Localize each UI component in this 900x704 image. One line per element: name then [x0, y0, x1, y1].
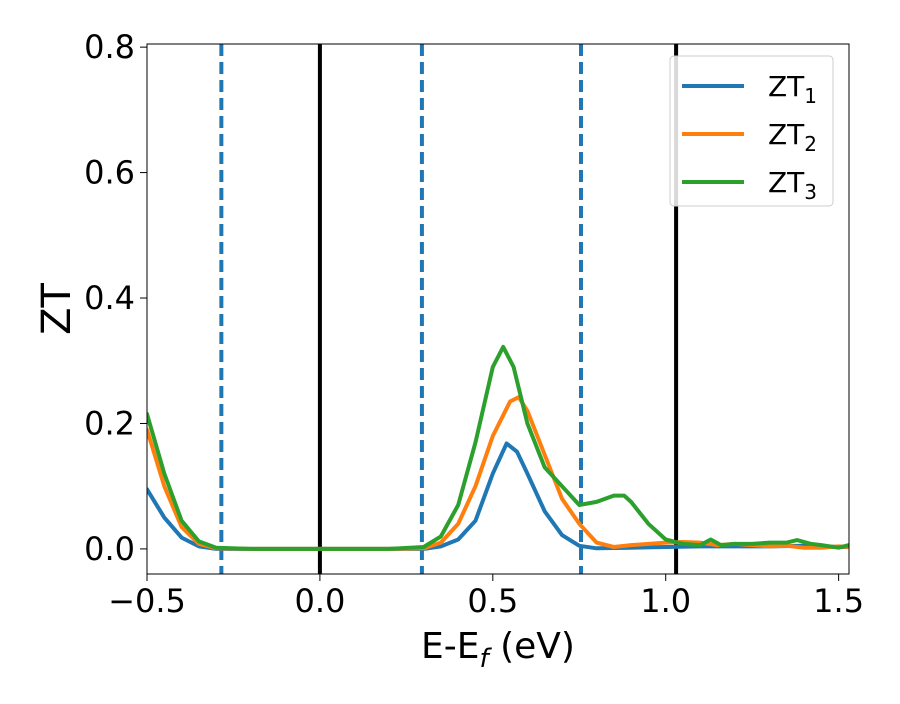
legend-box: [669, 55, 834, 207]
x-tick-label: 0.5: [467, 582, 518, 620]
y-tick-label: 0.0: [84, 530, 135, 568]
x-axis-label: E-Ef (eV): [421, 626, 575, 674]
series-line-zt2: [147, 395, 849, 551]
x-axis-label-unit: (eV): [489, 626, 575, 667]
legend-label-zt1: ZT1: [768, 70, 817, 108]
ticks-layer: −0.5 0.0 0.5 1.0 1.5 0.0 0.2 0.4 0.6 0.8: [84, 28, 864, 620]
x-tick-label: −0.5: [108, 582, 186, 620]
legend-label-text: ZT: [768, 118, 805, 151]
legend-label-zt3: ZT3: [768, 166, 817, 204]
series-line-zt3: [147, 344, 849, 551]
legend-label-subscript: 2: [804, 132, 817, 156]
y-tick-label: 0.2: [84, 404, 135, 442]
legend-label-text: ZT: [768, 70, 805, 103]
legend-label-subscript: 3: [804, 180, 817, 204]
x-tick-label: 1.0: [640, 582, 691, 620]
y-tick-label: 0.4: [84, 279, 135, 317]
y-tick-label: 0.8: [84, 28, 135, 66]
plot-frame: [146, 43, 850, 575]
y-axis-label: ZT: [34, 283, 80, 335]
y-tick-label: 0.6: [84, 154, 135, 192]
legend-label-subscript: 1: [804, 84, 817, 108]
x-tick-label: 1.5: [813, 582, 864, 620]
legend-label-zt2: ZT2: [768, 118, 817, 156]
legend-label-text: ZT: [768, 166, 805, 199]
x-axis-label-main: E-E: [421, 626, 479, 667]
x-tick-label: 0.0: [294, 582, 345, 620]
series-line-zt1: [147, 441, 849, 551]
